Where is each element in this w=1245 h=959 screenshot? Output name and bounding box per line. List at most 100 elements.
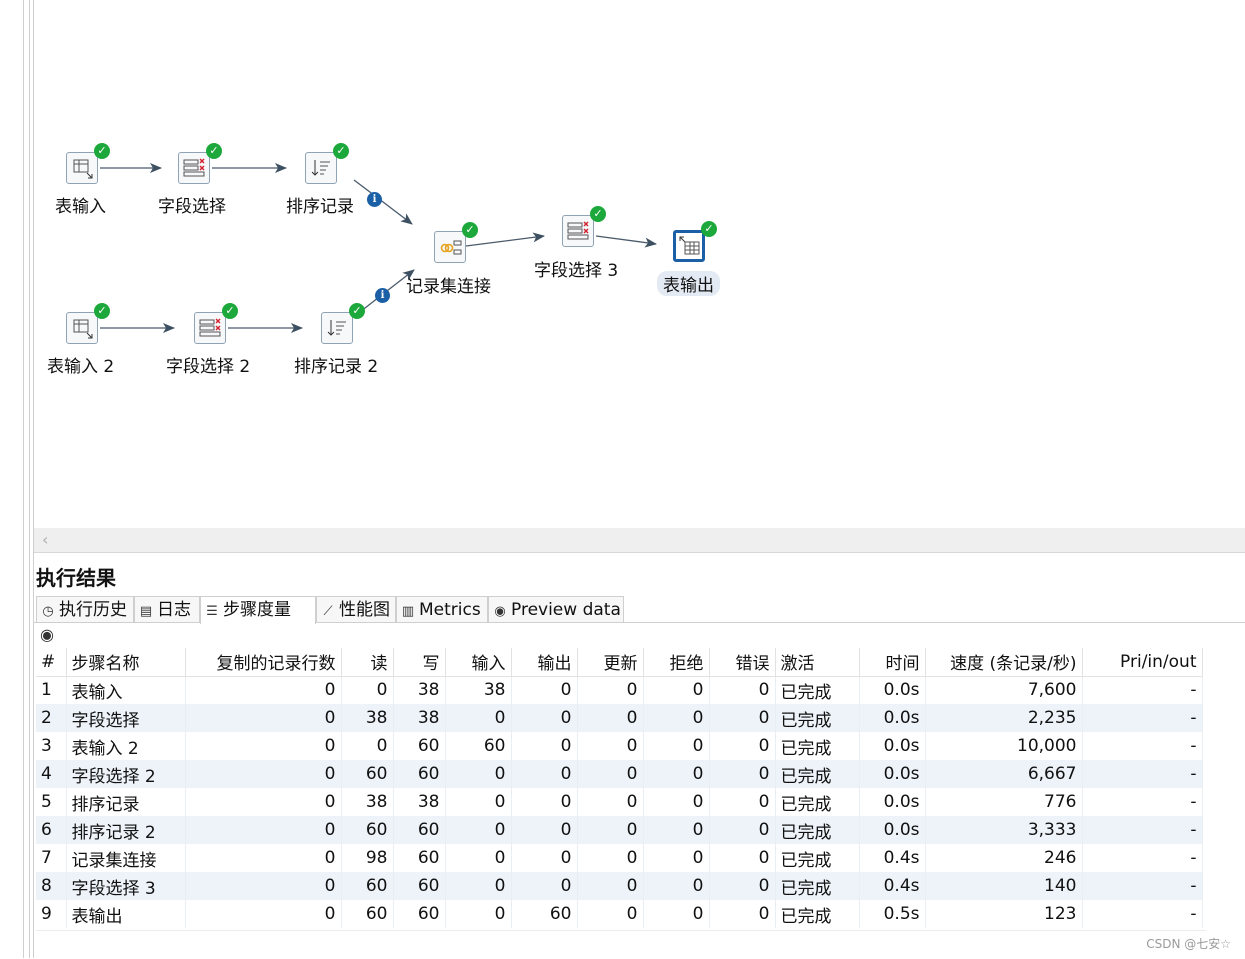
- table-row[interactable]: 2 字段选择 0 38 38 0 0 0 0 0 已完成 0.0s 2,235-: [36, 704, 1203, 732]
- step-field-select-3[interactable]: ✓: [562, 206, 606, 251]
- field-select-icon: [194, 312, 226, 344]
- step-table-input-2[interactable]: ✓: [66, 303, 110, 348]
- step-sort-1[interactable]: ✓: [305, 143, 349, 188]
- tab-log[interactable]: ▤ 日志: [134, 596, 200, 622]
- table-cell: 0: [709, 872, 776, 900]
- column-header[interactable]: 更新: [577, 648, 644, 677]
- table-cell: 98: [341, 844, 394, 872]
- table-cell: 1: [36, 676, 67, 704]
- table-cell: 0: [445, 816, 512, 844]
- hops-layer: [100, 163, 657, 333]
- column-header[interactable]: 速度 (条记录/秒): [925, 648, 1083, 677]
- step-table-input-1[interactable]: ✓: [66, 143, 110, 188]
- table-cell: -: [1082, 900, 1203, 928]
- column-header[interactable]: 拒绝: [643, 648, 710, 677]
- info-icon[interactable]: i: [367, 192, 382, 207]
- transformation-canvas[interactable]: ✓ 表输入 ✓ 字段选择 ✓ 排序记录 i ✓ 记录集连接 ✓ 字段选择 3: [34, 0, 1245, 528]
- table-cell: 表输入: [66, 676, 186, 704]
- tab-performance-chart[interactable]: ⟋ 性能图: [316, 596, 396, 622]
- table-cell: 0: [709, 816, 776, 844]
- table-cell: 已完成: [775, 704, 860, 732]
- column-header[interactable]: #: [36, 648, 67, 677]
- hop-line[interactable]: [353, 179, 413, 225]
- column-header[interactable]: 复制的记录行数: [185, 648, 342, 677]
- step-field-select-2[interactable]: ✓: [194, 303, 238, 348]
- table-cell: 0: [511, 676, 578, 704]
- table-cell: 0: [577, 760, 644, 788]
- table-cell: 60: [341, 872, 394, 900]
- column-header[interactable]: 步骤名称: [66, 648, 186, 677]
- table-row[interactable]: 3 表输入 2 0 0 60 60 0 0 0 0 已完成 0.0s 10,000-: [36, 732, 1203, 760]
- table-cell: 60: [393, 816, 446, 844]
- table-cell: 0: [643, 732, 710, 760]
- tab-metrics[interactable]: ▥ Metrics: [396, 596, 488, 622]
- table-cell: 0: [445, 844, 512, 872]
- table-cell: 已完成: [775, 760, 860, 788]
- check-icon: ✓: [94, 303, 110, 319]
- results-tabbar: ◷ 执行历史 ▤ 日志 ☰ 步骤度量 ⟋ 性能图 ▥ Metrics ◉ Preview d…: [34, 594, 1245, 624]
- table-cell: 4: [36, 760, 67, 788]
- table-cell: 0.0s: [859, 816, 926, 844]
- table-cell: 0: [185, 900, 342, 928]
- table-cell: 3: [36, 732, 67, 760]
- column-header[interactable]: 错误: [709, 648, 776, 677]
- show-hide-icon[interactable]: ◉: [40, 625, 54, 644]
- info-icon[interactable]: i: [375, 288, 390, 303]
- table-cell: 字段选择 3: [66, 872, 186, 900]
- step-label: 表输入 2: [47, 357, 115, 377]
- table-cell: 0.0s: [859, 732, 926, 760]
- table-empty-area: [36, 930, 1206, 959]
- table-cell: 0: [511, 816, 578, 844]
- table-row[interactable]: 1 表输入 0 0 38 38 0 0 0 0 已完成 0.0s 7,600-: [36, 676, 1203, 704]
- column-header[interactable]: 输出: [511, 648, 578, 677]
- table-row[interactable]: 9 表输出 0 60 60 0 60 0 0 0 已完成 0.5s 123-: [36, 900, 1203, 928]
- table-cell: 60: [393, 872, 446, 900]
- column-header[interactable]: Pri/in/out: [1082, 648, 1203, 677]
- table-cell: 0.0s: [859, 760, 926, 788]
- table-cell: -: [1082, 732, 1203, 760]
- tab-preview-data[interactable]: ◉ Preview data: [488, 596, 624, 622]
- table-row[interactable]: 7 记录集连接 0 98 60 0 0 0 0 0 已完成 0.4s 246-: [36, 844, 1203, 872]
- table-cell: -: [1082, 788, 1203, 816]
- table-row[interactable]: 5 排序记录 0 38 38 0 0 0 0 0 已完成 0.0s 776-: [36, 788, 1203, 816]
- table-input-icon: [66, 312, 98, 344]
- table-cell: 60: [393, 844, 446, 872]
- step-table-output[interactable]: ✓: [673, 221, 717, 266]
- step-label: 表输入: [55, 197, 106, 217]
- table-row[interactable]: 4 字段选择 2 0 60 60 0 0 0 0 0 已完成 0.0s 6,667-: [36, 760, 1203, 788]
- check-icon: ✓: [333, 143, 349, 159]
- sort-icon: [321, 312, 353, 344]
- step-metrics-table[interactable]: # 步骤名称 复制的记录行数 读 写 输入 输出 更新 拒绝 错误 激活 时间 …: [36, 648, 1203, 928]
- table-row[interactable]: 8 字段选择 3 0 60 60 0 0 0 0 0 已完成 0.4s 140-: [36, 872, 1203, 900]
- column-header[interactable]: 激活: [775, 648, 860, 677]
- step-merge-join[interactable]: ✓: [434, 222, 478, 267]
- step-field-select-1[interactable]: ✓: [178, 143, 222, 188]
- table-cell: 60: [445, 732, 512, 760]
- table-cell: 0: [709, 900, 776, 928]
- column-header[interactable]: 写: [393, 648, 446, 677]
- step-label: 排序记录 2: [294, 357, 379, 377]
- step-label: 表输出: [657, 271, 720, 296]
- column-header[interactable]: 输入: [445, 648, 512, 677]
- table-cell: 0: [577, 816, 644, 844]
- table-cell: 0: [577, 676, 644, 704]
- tab-step-metrics[interactable]: ☰ 步骤度量: [200, 596, 316, 624]
- table-cell: 0.0s: [859, 704, 926, 732]
- canvas-horizontal-scrollbar[interactable]: ‹: [34, 528, 1245, 553]
- table-cell: 0.0s: [859, 676, 926, 704]
- table-cell: 0: [643, 872, 710, 900]
- table-cell: 0: [445, 872, 512, 900]
- chevron-left-icon[interactable]: ‹: [42, 530, 49, 549]
- table-cell: -: [1082, 704, 1203, 732]
- tab-execution-history[interactable]: ◷ 执行历史: [36, 596, 134, 622]
- hop-line[interactable]: [595, 235, 657, 248]
- table-row[interactable]: 6 排序记录 2 0 60 60 0 0 0 0 0 已完成 0.0s 3,333-: [36, 816, 1203, 844]
- column-header[interactable]: 时间: [859, 648, 926, 677]
- hop-line[interactable]: [465, 232, 545, 247]
- column-header[interactable]: 读: [341, 648, 394, 677]
- log-icon: ▤: [139, 604, 153, 619]
- step-sort-2[interactable]: ✓: [321, 303, 365, 348]
- table-cell: 0: [709, 788, 776, 816]
- table-cell: 38: [445, 676, 512, 704]
- table-cell: 246: [925, 844, 1083, 872]
